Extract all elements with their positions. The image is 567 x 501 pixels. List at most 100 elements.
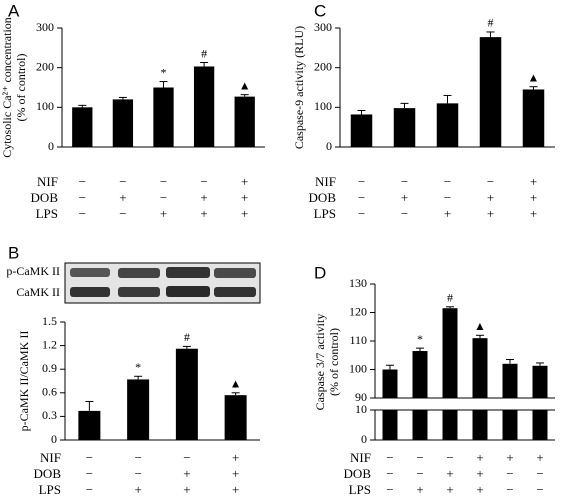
bar-lower-part bbox=[532, 410, 548, 440]
condition-value: − bbox=[536, 466, 543, 481]
y-tick-label: 130 bbox=[349, 276, 367, 290]
condition-value: − bbox=[358, 206, 365, 221]
condition-value: − bbox=[119, 206, 126, 221]
y-tick-label: 10 bbox=[355, 402, 367, 416]
y-axis-label: (% of control) bbox=[327, 328, 341, 396]
blot-band bbox=[118, 268, 160, 278]
condition-value: − bbox=[444, 190, 451, 205]
condition-value: − bbox=[134, 466, 141, 481]
significance-marker: * bbox=[161, 65, 167, 79]
condition-value: − bbox=[358, 190, 365, 205]
condition-name: LPS bbox=[349, 482, 371, 497]
condition-name: NIF bbox=[37, 174, 58, 189]
condition-value: + bbox=[401, 190, 408, 205]
condition-value: − bbox=[160, 190, 167, 205]
blot-band bbox=[70, 287, 110, 297]
condition-value: − bbox=[444, 174, 451, 189]
y-tick-label: 0.9 bbox=[42, 361, 57, 375]
condition-value: + bbox=[530, 190, 537, 205]
bar bbox=[78, 410, 101, 440]
condition-value: − bbox=[446, 450, 453, 465]
significance-marker: ▲ bbox=[239, 78, 251, 92]
y-axis-label: (% of control) bbox=[14, 54, 28, 122]
condition-name: DOB bbox=[309, 190, 337, 205]
condition-value: − bbox=[536, 482, 543, 497]
significance-marker: # bbox=[447, 291, 453, 305]
panel-label: B bbox=[8, 243, 19, 262]
y-tick-label: 0.6 bbox=[42, 385, 57, 399]
bar-lower-part bbox=[412, 410, 428, 440]
condition-value: + bbox=[476, 466, 483, 481]
significance-marker: * bbox=[417, 332, 423, 346]
condition-value: − bbox=[506, 482, 513, 497]
condition-name: DOB bbox=[31, 190, 59, 205]
condition-value: + bbox=[446, 482, 453, 497]
condition-value: + bbox=[506, 450, 513, 465]
bar bbox=[442, 308, 458, 398]
condition-value: + bbox=[487, 190, 494, 205]
y-axis-label: Caspase-9 activity (RLU) bbox=[292, 26, 306, 149]
condition-value: − bbox=[86, 466, 93, 481]
blot-band bbox=[214, 287, 256, 297]
y-tick-label: 0 bbox=[326, 139, 332, 153]
condition-value: + bbox=[241, 174, 248, 189]
condition-value: + bbox=[444, 206, 451, 221]
significance-marker: * bbox=[135, 360, 141, 374]
condition-value: − bbox=[200, 174, 207, 189]
condition-name: LPS bbox=[314, 206, 336, 221]
y-tick-label: 120 bbox=[349, 304, 367, 318]
condition-value: + bbox=[536, 450, 543, 465]
y-tick-label: 0.3 bbox=[42, 408, 57, 422]
y-tick-label: 90 bbox=[355, 390, 367, 404]
condition-value: + bbox=[134, 482, 141, 497]
blot-band bbox=[118, 287, 160, 297]
bar bbox=[436, 103, 459, 147]
y-tick-label: 0 bbox=[48, 139, 54, 153]
condition-value: − bbox=[487, 174, 494, 189]
bar bbox=[532, 365, 548, 398]
condition-value: + bbox=[241, 190, 248, 205]
bar bbox=[153, 87, 174, 147]
y-tick-label: 200 bbox=[36, 59, 54, 73]
blot-label: p-CaMK II bbox=[6, 264, 60, 278]
bar bbox=[412, 350, 428, 398]
condition-name: DOB bbox=[34, 466, 62, 481]
condition-value: + bbox=[530, 206, 537, 221]
condition-value: + bbox=[241, 206, 248, 221]
condition-value: + bbox=[530, 174, 537, 189]
condition-value: + bbox=[446, 466, 453, 481]
bar bbox=[175, 348, 198, 440]
bar bbox=[382, 369, 398, 398]
bar bbox=[479, 37, 502, 147]
condition-value: + bbox=[416, 482, 423, 497]
condition-value: − bbox=[79, 174, 86, 189]
condition-value: + bbox=[183, 466, 190, 481]
panel-label: A bbox=[8, 1, 20, 20]
bar bbox=[234, 96, 255, 147]
bar bbox=[127, 379, 150, 440]
blot-band bbox=[166, 286, 210, 297]
condition-value: − bbox=[386, 450, 393, 465]
condition-value: + bbox=[200, 190, 207, 205]
bar bbox=[393, 108, 416, 147]
panel-label: C bbox=[314, 1, 326, 20]
y-axis-label: Caspase 3/7 activity bbox=[313, 314, 327, 411]
y-tick-label: 1.2 bbox=[42, 337, 57, 351]
bar-lower-part bbox=[382, 410, 398, 440]
western-blot bbox=[64, 262, 261, 304]
y-axis-label: Cytosolic Ca²⁺ concentration bbox=[0, 17, 14, 158]
bar bbox=[522, 89, 545, 147]
condition-value: + bbox=[476, 482, 483, 497]
significance-marker: # bbox=[488, 16, 494, 30]
significance-marker: ▲ bbox=[230, 377, 242, 391]
blot-label: CaMK II bbox=[16, 285, 60, 299]
y-tick-label: 0 bbox=[51, 432, 57, 446]
y-tick-label: 100 bbox=[36, 99, 54, 113]
condition-value: − bbox=[386, 466, 393, 481]
bar bbox=[193, 66, 215, 147]
condition-value: + bbox=[232, 466, 239, 481]
y-tick-label: 300 bbox=[314, 20, 332, 34]
condition-value: − bbox=[506, 466, 513, 481]
condition-value: − bbox=[416, 466, 423, 481]
